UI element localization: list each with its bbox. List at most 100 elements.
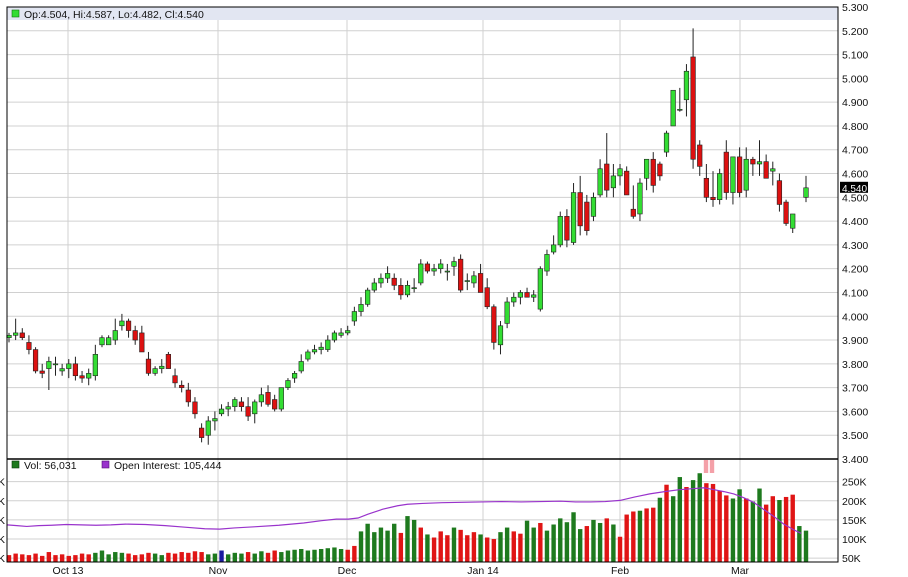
open-interest-highlights: [703, 460, 715, 473]
volume-bar: [93, 552, 98, 562]
candle: [643, 158, 650, 191]
candle-body: [604, 163, 610, 191]
candle: [66, 359, 72, 379]
volume-bar: [458, 529, 463, 562]
candle-body: [663, 132, 670, 153]
volume-bar: [219, 550, 224, 562]
candle: [52, 356, 59, 376]
volume-bar-series: [7, 473, 809, 562]
candle-body: [750, 158, 756, 165]
volume-bar: [232, 552, 238, 562]
price-tick-label: 3.800: [842, 359, 868, 371]
volume-bar: [318, 548, 324, 562]
volume-bar: [73, 555, 78, 562]
candle: [272, 394, 278, 412]
volume-bar: [465, 535, 470, 562]
volume-bar: [113, 552, 118, 562]
volume-bar: [670, 496, 676, 562]
candle-body: [192, 401, 198, 415]
candle-body: [564, 216, 570, 241]
volume-tick-label: 100K: [842, 534, 867, 546]
candle-body: [570, 192, 577, 243]
candle-body: [511, 296, 517, 303]
volume-bar: [225, 554, 231, 562]
candle: [119, 313, 125, 331]
candle: [318, 342, 324, 355]
volume-axis-labels: 250K 200K 150K 100K 50K: [842, 477, 867, 566]
candle: [604, 133, 610, 198]
candle-body: [384, 273, 391, 279]
candle: [139, 325, 145, 353]
volume-bar: [564, 522, 570, 562]
candle: [345, 325, 351, 336]
volume-bar: [418, 527, 423, 562]
candle-body: [199, 427, 205, 438]
candle: [564, 209, 570, 248]
volume-bar: [126, 553, 131, 562]
volume-bar: [571, 512, 576, 562]
volume-bar: [591, 519, 596, 562]
candle: [265, 385, 271, 407]
date-tick-label: Oct 13: [53, 565, 84, 577]
candle: [584, 194, 590, 236]
volume-bar: [411, 519, 417, 562]
volume-bar: [657, 497, 663, 562]
left-axis-mark: K: [0, 496, 5, 508]
volume-bar: [558, 518, 563, 562]
candle-body: [79, 375, 85, 379]
price-tick-label: 4.700: [842, 145, 868, 157]
price-tick-label: 3.900: [842, 335, 868, 347]
candle: [418, 259, 424, 286]
candle-body: [351, 311, 357, 322]
volume-bar: [265, 552, 271, 562]
candle: [278, 387, 284, 412]
volume-bar: [13, 553, 18, 562]
price-tick-label: 3.500: [842, 430, 868, 442]
candle: [192, 397, 198, 419]
volume-bar: [365, 523, 370, 562]
candle-body: [424, 263, 431, 272]
volume-bar: [312, 549, 317, 562]
candle: [252, 399, 258, 424]
candle-body: [776, 180, 783, 205]
candle: [112, 318, 118, 345]
candle: [13, 318, 19, 341]
candle: [238, 397, 245, 412]
candle: [245, 397, 251, 421]
volume-bar: [212, 553, 218, 562]
candle-body: [464, 280, 470, 282]
candle: [630, 185, 636, 219]
candle: [624, 166, 630, 196]
candle: [743, 147, 749, 198]
ohlc-readout: Op:4.504, Hi:4.587, Lo:4.482, Cl:4.540: [24, 9, 204, 21]
candle-body: [139, 332, 145, 353]
candle: [384, 266, 391, 283]
candle: [504, 297, 510, 329]
candle-body: [736, 156, 743, 193]
candle-body: [610, 175, 616, 189]
volume-bar: [704, 483, 709, 562]
volume-bar: [86, 554, 91, 562]
volume-bar: [644, 508, 649, 562]
candle: [305, 349, 311, 362]
volume-bar: [139, 554, 145, 562]
open-interest-line: [6, 487, 802, 534]
candle: [106, 335, 112, 346]
candle-body: [172, 375, 178, 384]
candle-body: [318, 346, 324, 350]
candle: [511, 292, 517, 307]
candle: [690, 28, 696, 169]
volume-bar: [624, 514, 629, 562]
candle-body: [99, 337, 105, 346]
volume-bar: [179, 552, 184, 562]
candle: [404, 280, 411, 298]
volume-tick-label: 50K: [842, 553, 861, 565]
candle: [258, 387, 264, 407]
candle-body: [365, 289, 371, 305]
candle-body: [677, 108, 683, 111]
volume-bar: [757, 488, 762, 562]
price-tick-label: 4.400: [842, 216, 868, 228]
candle-body: [723, 151, 729, 193]
